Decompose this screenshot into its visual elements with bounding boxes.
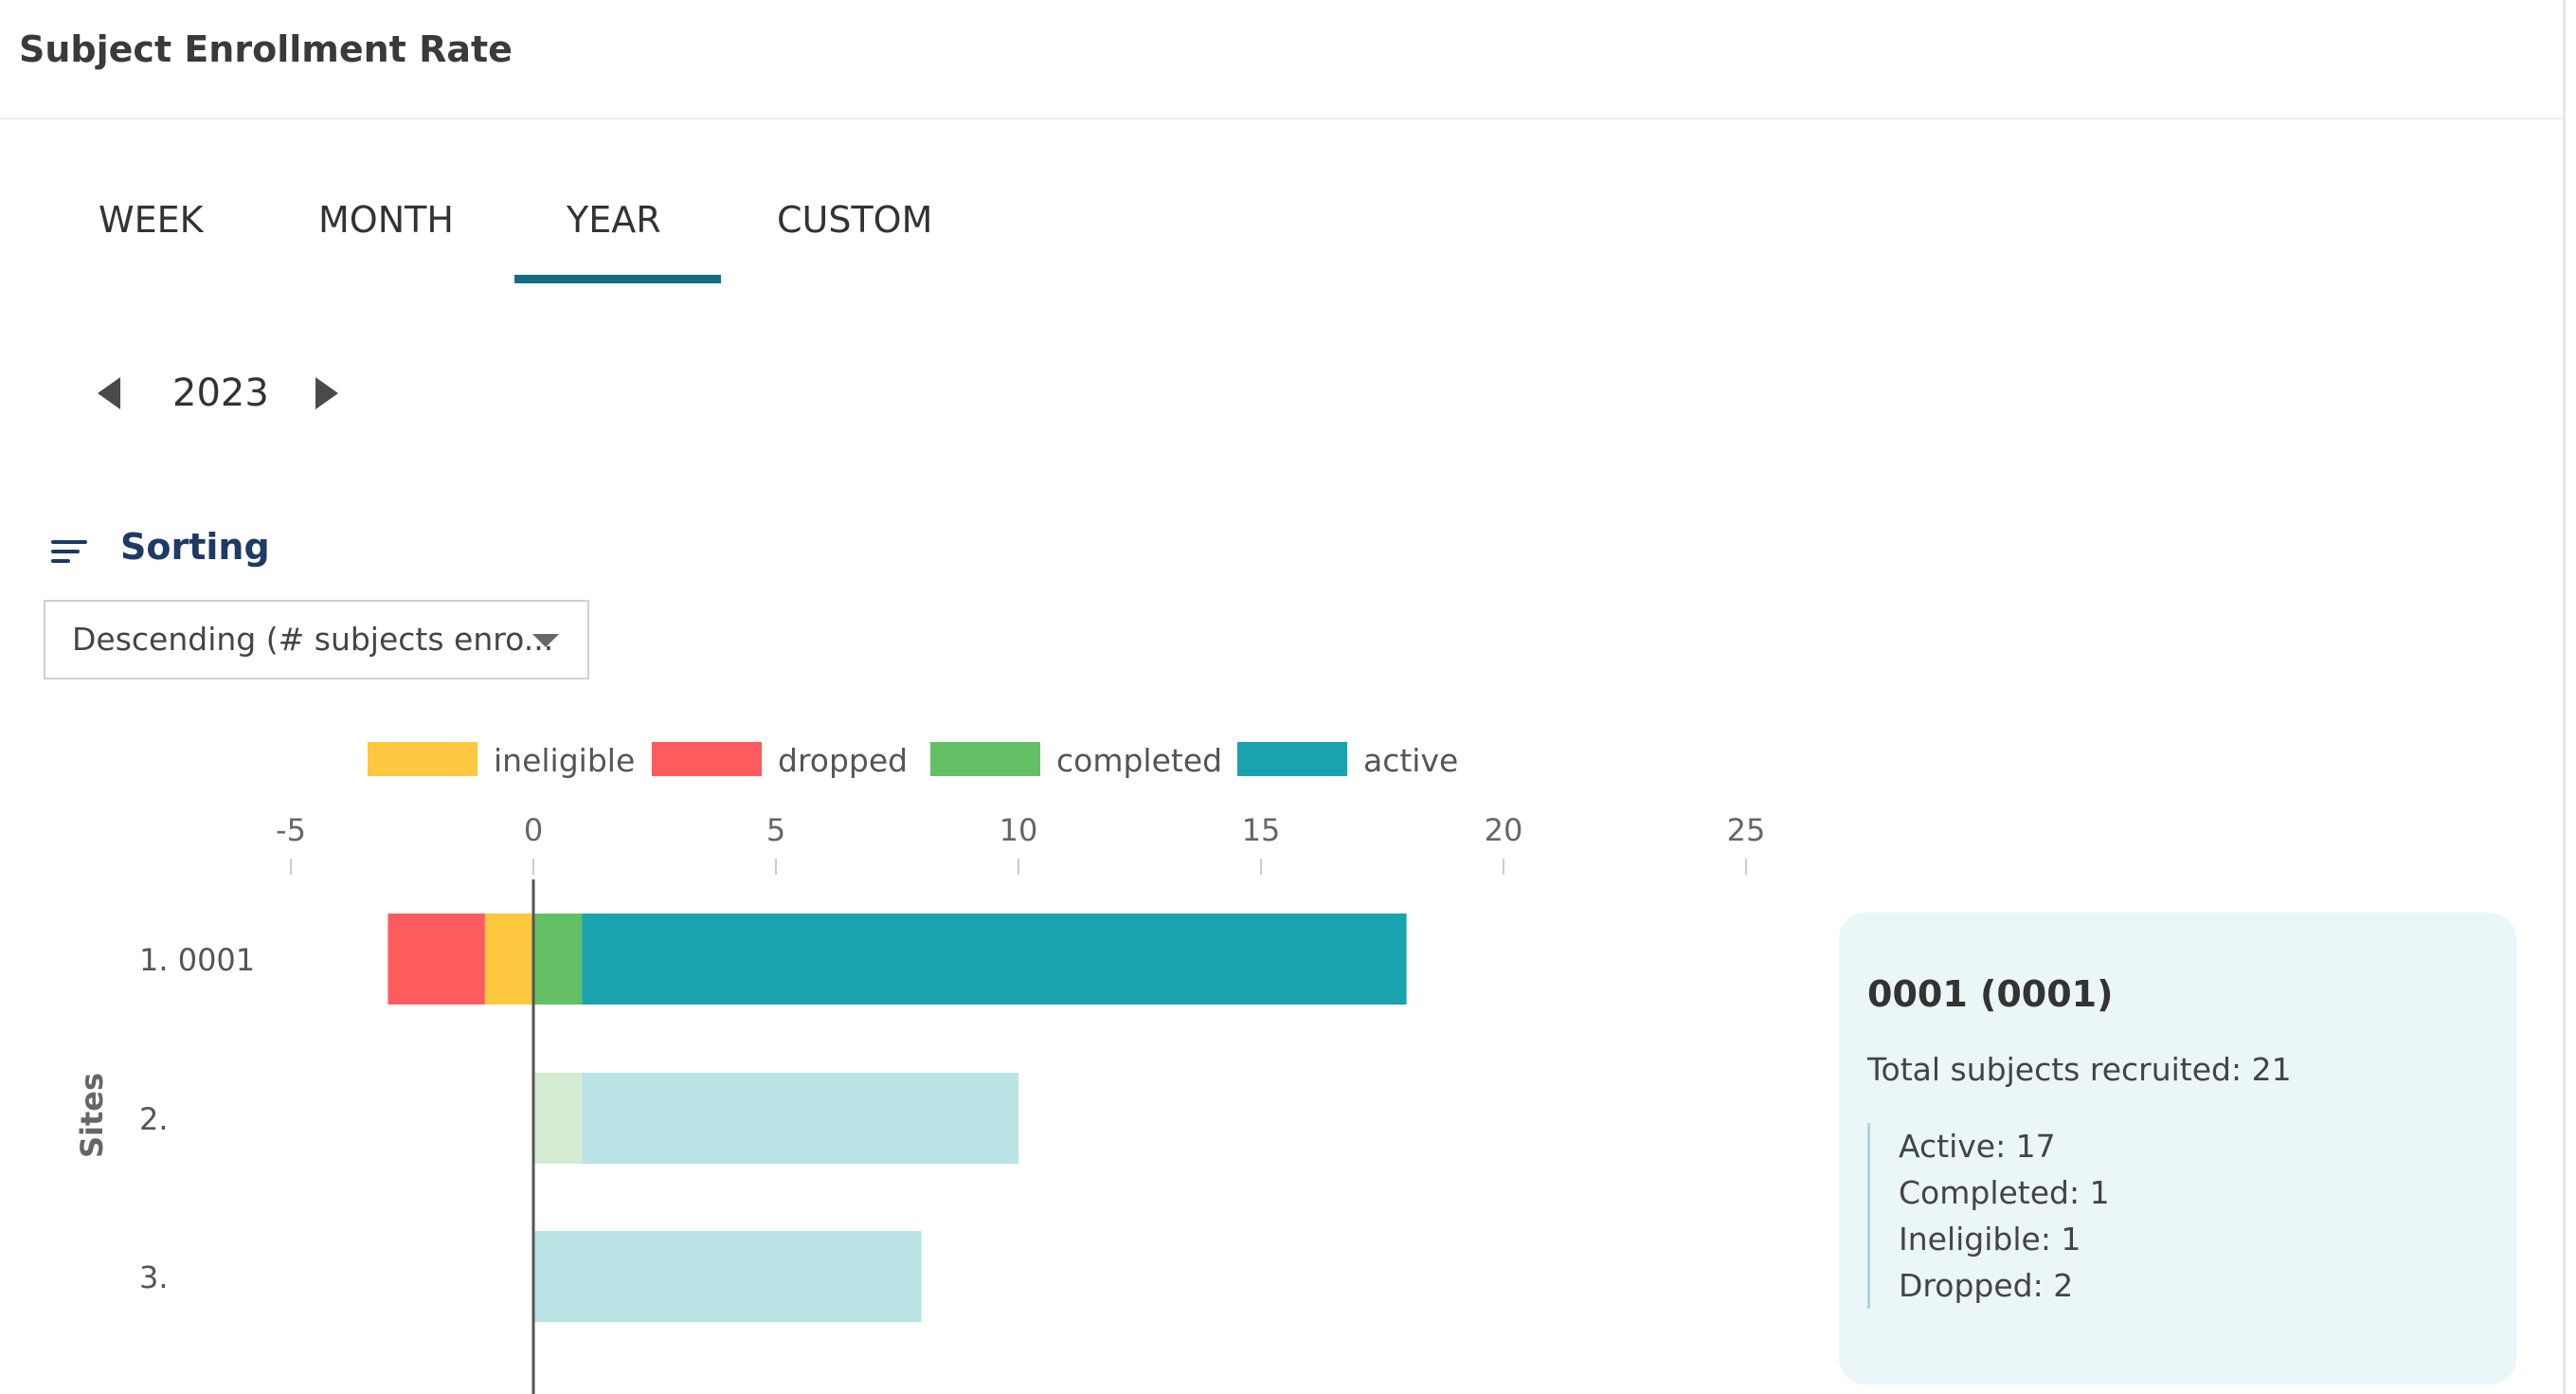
- sorting-selected-value: Descending (# subjects enro...: [72, 621, 554, 658]
- next-year-icon[interactable]: [315, 377, 338, 409]
- bar-active: [582, 1073, 1018, 1164]
- y-axis-label: Sites: [74, 1073, 110, 1158]
- tab-custom[interactable]: CUSTOM: [777, 199, 933, 241]
- legend-label-ineligible: ineligible: [494, 742, 635, 779]
- bar-completed: [533, 914, 583, 1005]
- year-label: 2023: [172, 371, 269, 415]
- y-category-label: 1. 0001: [139, 942, 255, 978]
- enrollment-chart: ineligible dropped completed active -5 0 5 10 15…: [74, 742, 1766, 1394]
- tooltip-active: Active: 17: [1899, 1128, 2056, 1165]
- sort-icon: [51, 540, 87, 569]
- legend-label-completed: completed: [1056, 742, 1222, 779]
- bar-completed: [533, 1073, 583, 1164]
- tab-year[interactable]: YEAR: [567, 199, 661, 241]
- bar-ineligible: [484, 914, 533, 1005]
- active-tab-indicator: [514, 275, 721, 283]
- legend-swatch-active: [1237, 742, 1347, 776]
- x-tick-label: 0: [524, 812, 543, 848]
- x-tick-label: 15: [1242, 812, 1281, 848]
- tooltip-dropped: Dropped: 2: [1899, 1267, 2074, 1304]
- tooltip-title: 0001 (0001): [1867, 973, 2114, 1015]
- legend-swatch-completed: [930, 742, 1040, 776]
- tooltip-ineligible: Ineligible: 1: [1899, 1221, 2081, 1258]
- x-tick-label: 25: [1727, 812, 1766, 848]
- x-tick-label: -5: [276, 812, 306, 848]
- bar-active: [582, 914, 1407, 1005]
- page-title: Subject Enrollment Rate: [19, 28, 513, 70]
- tooltip-completed: Completed: 1: [1899, 1174, 2110, 1211]
- site-tooltip: 0001 (0001) Total subjects recruited: 21…: [1839, 913, 2516, 1385]
- panel-border: [2563, 0, 2566, 1394]
- tooltip-breakdown: Active: 17 Completed: 1 Ineligible: 1 Dr…: [1867, 1123, 2110, 1309]
- legend-swatch-ineligible: [368, 742, 477, 776]
- tooltip-total: Total subjects recruited: 21: [1867, 1051, 2292, 1088]
- chevron-down-icon: [532, 634, 559, 647]
- sorting-dropdown[interactable]: Descending (# subjects enro...: [44, 600, 589, 679]
- legend-label-active: active: [1363, 742, 1458, 779]
- chart-header: Subject Enrollment Rate: [0, 0, 2563, 119]
- legend-label-dropped: dropped: [778, 742, 908, 779]
- y-category-label: 2.: [139, 1101, 169, 1137]
- bar-active: [533, 1231, 922, 1322]
- tab-month[interactable]: MONTH: [318, 199, 454, 241]
- sorting-label: Sorting: [120, 526, 270, 568]
- x-tick-label: 20: [1485, 812, 1523, 848]
- previous-year-icon[interactable]: [98, 377, 120, 409]
- y-category-label: 3.: [139, 1259, 169, 1295]
- x-tick-label: 10: [1000, 812, 1038, 848]
- legend-swatch-dropped: [652, 742, 762, 776]
- bar-dropped: [387, 914, 485, 1005]
- x-tick-label: 5: [766, 812, 785, 848]
- tab-week[interactable]: WEEK: [99, 199, 204, 241]
